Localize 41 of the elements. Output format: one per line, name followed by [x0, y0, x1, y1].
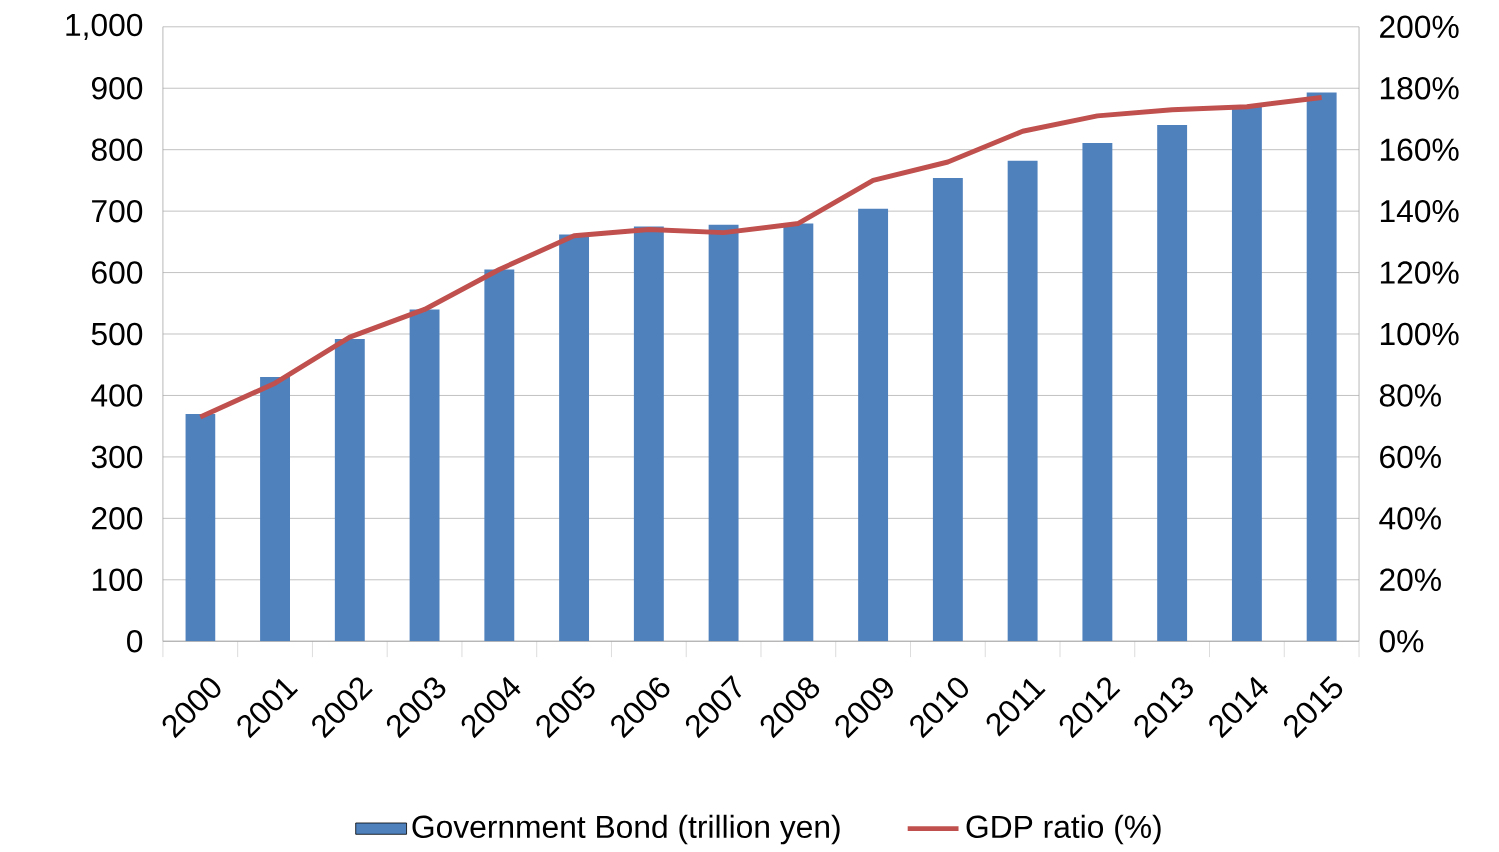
bar: [1306, 92, 1337, 642]
bar: [858, 208, 889, 642]
y-tick-label: 100: [92, 568, 143, 592]
line-series: [197, 95, 1325, 420]
bar: [1007, 160, 1038, 642]
legend-label: Government Bond (trillion yen): [412, 814, 840, 845]
bar: [260, 377, 290, 642]
y-tick-label: 300: [91, 445, 143, 469]
bar: [409, 309, 440, 642]
y-tick-label: 700: [92, 200, 143, 223]
y-tick-label: 200: [92, 507, 143, 530]
bar: [1231, 106, 1262, 642]
y2-tick-label: 120%: [1380, 261, 1459, 284]
y2-tick-label: 0%: [1379, 630, 1424, 653]
y2-tick-label: 20%: [1380, 568, 1441, 592]
bar: [185, 414, 216, 642]
bar: [334, 339, 365, 642]
bar: [708, 224, 739, 642]
y2-tick-label: 140%: [1380, 200, 1459, 223]
y-tick-label: 400: [91, 384, 143, 407]
bar: [559, 234, 590, 642]
y2-tick-label: 60%: [1380, 445, 1441, 469]
y-tick-label: 900: [91, 77, 143, 100]
bar: [783, 223, 814, 642]
y2-tick-label: 40%: [1379, 507, 1441, 530]
bar: [633, 226, 664, 642]
y2-tick-label: 200%: [1380, 15, 1459, 39]
y2-tick-label: 100%: [1380, 322, 1459, 346]
y2-tick-label: 160%: [1380, 138, 1459, 162]
bar: [1082, 143, 1113, 642]
bar: [932, 178, 963, 642]
y2-tick-label: 80%: [1379, 384, 1441, 407]
y-tick-label: 1,000: [66, 13, 143, 41]
y-tick-label: 800: [91, 138, 143, 162]
y-tick-label: 600: [92, 261, 143, 284]
y2-tick-label: 180%: [1380, 77, 1459, 100]
y-tick-label: 0: [127, 630, 143, 653]
bar: [484, 269, 515, 642]
y-tick-label: 500: [91, 322, 143, 346]
bar: [1157, 125, 1188, 642]
legend-label: GDP ratio (%): [966, 814, 1161, 845]
